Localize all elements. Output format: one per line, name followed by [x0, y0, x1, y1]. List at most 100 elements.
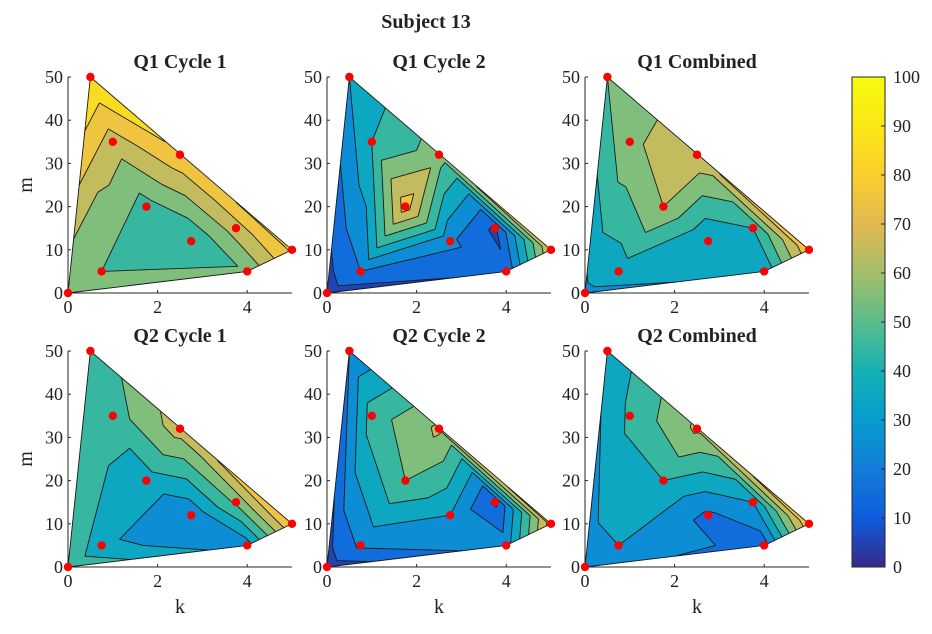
y-tick-label: 50 [45, 67, 63, 87]
x-tick-label: 0 [323, 571, 332, 591]
contour-line [214, 199, 253, 235]
contour-line [443, 177, 458, 195]
y-tick-label: 50 [45, 341, 63, 361]
y-tick-label: 50 [562, 341, 580, 361]
contour-line [171, 167, 183, 174]
figure-title: Subject 13 [381, 11, 470, 33]
sample-point [760, 541, 769, 550]
contour-line [446, 458, 463, 489]
contour-line [594, 281, 675, 288]
sample-points [322, 72, 556, 298]
colorbar-tick-label: 20 [893, 459, 911, 479]
contour-line [371, 141, 378, 248]
contour-line [343, 350, 350, 511]
contour-line [201, 456, 253, 509]
contour-line [597, 522, 619, 546]
contour-fill [67, 350, 293, 568]
sample-point [804, 519, 814, 528]
sample-point [86, 72, 95, 82]
contour-line [482, 485, 506, 507]
sample-point [367, 411, 376, 420]
contour-line [252, 234, 275, 259]
contour-line [121, 377, 131, 420]
contour-line [129, 418, 164, 455]
contour-line [796, 245, 802, 254]
sample-point [243, 541, 252, 550]
sample-point [659, 202, 668, 211]
sample-point [345, 346, 354, 356]
colorbar-tick-label: 90 [893, 116, 911, 136]
contour-line [358, 369, 371, 378]
contour-line [368, 443, 390, 504]
colorbar-tick-label: 60 [893, 263, 911, 283]
contour-line [456, 239, 462, 248]
sample-point [97, 267, 106, 276]
contour-line [799, 519, 804, 527]
y-tick-label: 10 [304, 240, 322, 260]
contour-line [401, 209, 410, 213]
contour-line [645, 217, 679, 233]
contour-line [391, 419, 406, 481]
contour-line [174, 436, 182, 440]
contour-line [510, 509, 514, 544]
x-tick-label: 2 [670, 297, 679, 317]
x-tick-label: 4 [502, 571, 511, 591]
x-tick-label: 0 [581, 297, 590, 317]
contour-line [627, 229, 694, 259]
panel-title: Q1 Cycle 2 [392, 51, 485, 73]
y-tick-label: 20 [45, 197, 63, 217]
sample-point [401, 476, 410, 485]
contour-line [597, 412, 602, 523]
sample-point [625, 137, 634, 146]
contour-line [139, 192, 151, 201]
contour-line [596, 175, 604, 233]
sample-point [603, 72, 612, 82]
contour-line [430, 427, 434, 438]
contour-line [447, 193, 470, 221]
contour-line [409, 193, 415, 210]
sample-point [502, 267, 511, 276]
contour-line [182, 172, 215, 201]
sample-point [356, 541, 365, 550]
contour-line [97, 184, 110, 193]
sample-points [580, 72, 814, 298]
contour-line [217, 506, 242, 522]
y-tick-label: 40 [45, 384, 63, 404]
contour-line [617, 181, 627, 188]
y-tick-label: 30 [304, 153, 322, 173]
contour-line [692, 218, 706, 230]
contour-line [84, 102, 100, 132]
contour-line [618, 495, 685, 546]
sample-point [243, 267, 252, 276]
contour-line [371, 107, 386, 142]
contour-fill [584, 76, 810, 294]
sample-point [142, 202, 151, 211]
contour-fill [584, 350, 810, 568]
y-tick-label: 30 [304, 427, 322, 447]
sample-point [108, 137, 118, 146]
panel-4: 0 10 20 30 40 50 0 2 4 Q2 Cycle 1 m k [15, 325, 297, 618]
sample-point [63, 288, 73, 298]
y-tick-label: 30 [562, 427, 580, 447]
x-tick-label: 0 [581, 571, 590, 591]
contour-line [705, 491, 754, 503]
panel-1: 0 10 20 30 40 50 0 2 4 Q1 Cycle 1 m [15, 51, 297, 317]
contour-line [507, 486, 548, 523]
y-tick-label: 0 [571, 283, 580, 303]
y-tick-label: 30 [562, 153, 580, 173]
contour-line [240, 521, 260, 540]
contour-line [208, 235, 239, 267]
y-tick-label: 40 [562, 384, 580, 404]
y-tick-label: 50 [304, 67, 322, 87]
sample-point [345, 72, 354, 82]
sample-point [748, 498, 758, 507]
contour-line [186, 478, 219, 508]
contour-line [433, 433, 440, 438]
contour-line [356, 547, 462, 552]
contour-fill [326, 350, 552, 568]
contour-line [692, 519, 717, 546]
colorbar-tick-label: 50 [893, 312, 911, 332]
y-tick-label: 40 [304, 110, 322, 130]
sample-point [97, 541, 106, 550]
contour-line [674, 544, 716, 557]
